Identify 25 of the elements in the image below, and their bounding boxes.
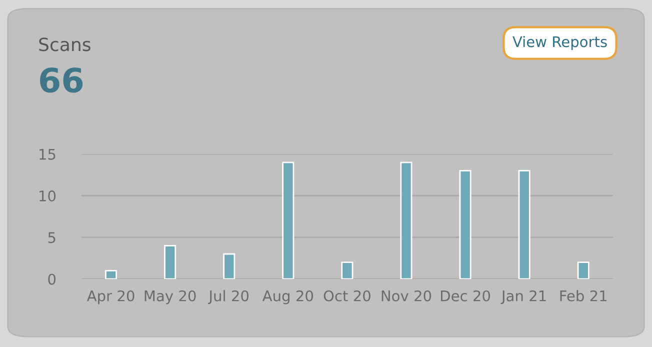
x-tick-label: Nov 20 — [382, 290, 432, 302]
text: View Reports — [512, 36, 607, 50]
bar — [105, 270, 118, 279]
x-tick-label: Dec 20 — [441, 290, 490, 302]
x-tick-label: Jul 20 — [208, 290, 249, 304]
bar — [459, 170, 472, 279]
chart-title: Scans — [39, 38, 90, 52]
x-tick-label: May 20 — [144, 290, 196, 304]
bar — [164, 244, 176, 279]
y-tick-label: 5 — [48, 232, 56, 244]
x-tick-label: Feb 21 — [560, 290, 607, 302]
chart-subtitle: 66 — [40, 67, 83, 93]
x-tick-label: Apr 20 — [86, 290, 134, 304]
bar — [400, 162, 412, 279]
bar — [282, 162, 294, 279]
x-tick-label: Jan 21 — [500, 290, 546, 304]
y-tick-label: 15 — [40, 148, 56, 160]
x-tick-label: Aug 20 — [262, 290, 314, 304]
y-tick-label: 0 — [48, 274, 56, 285]
x-tick-label: Oct 20 — [324, 290, 370, 302]
y-tick-label: 10 — [40, 190, 56, 202]
bar — [223, 253, 236, 279]
bar — [341, 262, 354, 279]
bar — [577, 262, 590, 279]
bar — [518, 170, 530, 279]
